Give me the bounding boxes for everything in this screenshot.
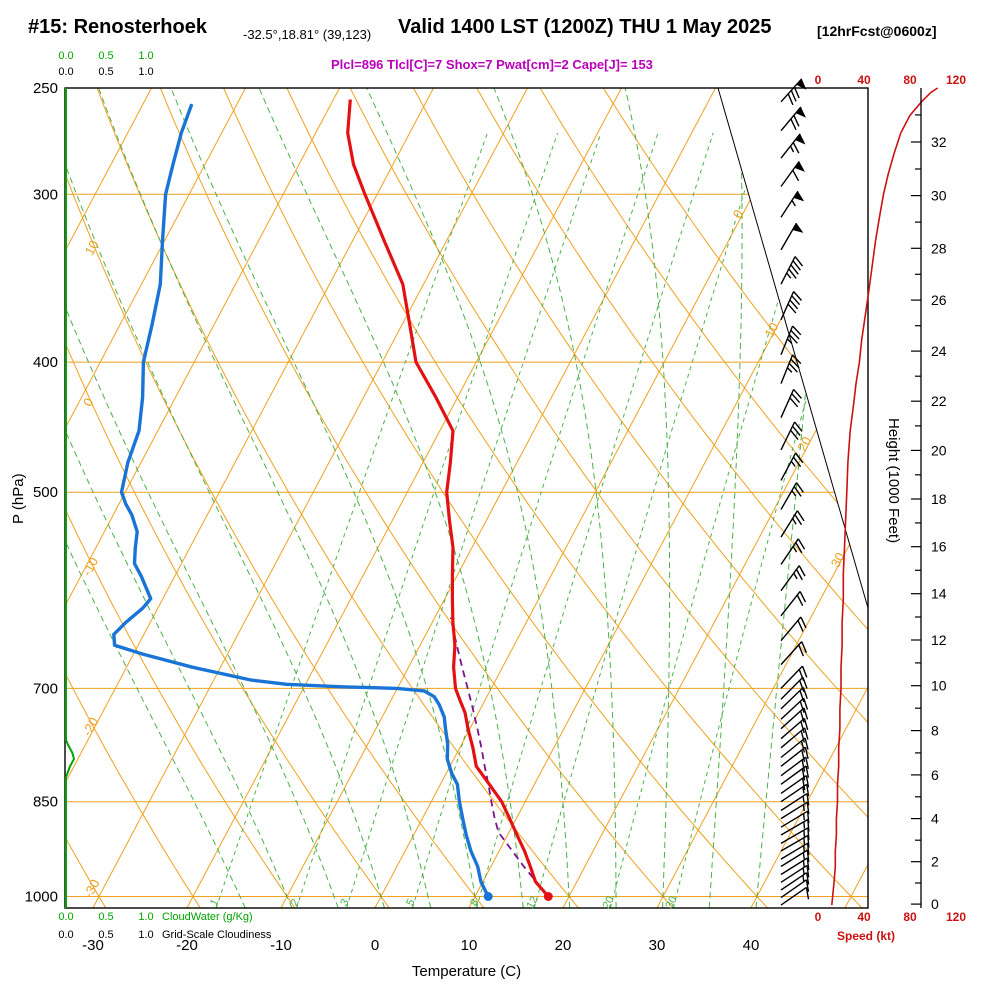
svg-text:22: 22 [931, 393, 947, 409]
svg-text:2: 2 [288, 897, 301, 908]
svg-text:20: 20 [555, 937, 572, 954]
svg-text:120: 120 [946, 73, 966, 87]
cloudiness-scale-top: 0.0 0.5 1.0 [58, 66, 154, 78]
svg-text:0: 0 [80, 395, 97, 408]
svg-text:16: 16 [931, 539, 947, 555]
cloudwater-scale-bottom: 0.0 0.5 1.0 CloudWater (g/Kg) [58, 911, 253, 923]
svg-text:-30: -30 [82, 937, 104, 954]
cloudwater-scale-top: 0.0 0.5 1.0 [58, 50, 154, 62]
svg-text:300: 300 [33, 186, 58, 203]
plot-area [65, 88, 868, 908]
svg-text:400: 400 [33, 354, 58, 371]
svg-text:26: 26 [931, 292, 947, 308]
svg-text:40: 40 [857, 73, 871, 87]
svg-text:8: 8 [468, 897, 481, 908]
svg-text:24: 24 [931, 343, 947, 359]
forecast-lead-info: [12hrFcst@0600z] [817, 23, 937, 39]
svg-text:30: 30 [931, 188, 947, 204]
svg-text:0: 0 [730, 207, 747, 220]
svg-text:14: 14 [931, 586, 947, 602]
svg-text:10: 10 [931, 678, 947, 694]
svg-text:0: 0 [815, 910, 822, 924]
speed-axis-label: Speed (kt) [836, 929, 895, 943]
svg-text:2: 2 [931, 854, 939, 870]
svg-text:30: 30 [663, 894, 679, 910]
temperature-axis-label: Temperature (C) [411, 963, 522, 980]
svg-text:3: 3 [338, 897, 351, 908]
plot-border [64, 87, 869, 909]
svg-text:0: 0 [371, 937, 379, 954]
svg-text:30: 30 [828, 550, 848, 570]
station-coordinates: -32.5°,18.81° (39,123) [243, 27, 372, 42]
svg-text:80: 80 [903, 910, 917, 924]
mixing-ratio-lines [215, 132, 868, 908]
svg-text:30: 30 [649, 937, 666, 954]
surface-temperature-dot [543, 892, 553, 901]
cloudiness-scale-bottom: 0.0 0.5 1.0 Grid-Scale Cloudiness [58, 929, 272, 941]
svg-text:8: 8 [931, 723, 939, 739]
svg-text:250: 250 [33, 80, 58, 97]
svg-text:6: 6 [931, 767, 939, 783]
svg-text:28: 28 [931, 240, 947, 256]
dry-adiabat-lines [65, 88, 868, 908]
valid-time-title: Valid 1400 LST (1200Z) THU 1 May 2025 [398, 16, 772, 38]
isotherm-lines [65, 88, 868, 908]
speed-curve [831, 87, 939, 906]
svg-text:18: 18 [931, 491, 947, 507]
svg-text:40: 40 [857, 910, 871, 924]
parcel-path [449, 617, 549, 898]
cloudwater-curve [65, 88, 76, 908]
stability-indices-line: Plcl=896 Tlcl[C]=7 Shox=7 Pwat[cm]=2 Cap… [331, 57, 653, 72]
pressure-axis-label: P (hPa) [10, 473, 27, 524]
svg-text:0: 0 [931, 896, 939, 912]
svg-text:1: 1 [208, 897, 221, 908]
moist-adiabat-lines [65, 88, 832, 908]
svg-text:0: 0 [815, 73, 822, 87]
plot-corner-diagonal [717, 87, 869, 609]
surface-dewpoint-dot [483, 892, 493, 901]
svg-text:10: 10 [82, 238, 102, 258]
svg-text:32: 32 [931, 134, 947, 150]
svg-text:5: 5 [404, 897, 417, 908]
svg-text:1000: 1000 [25, 889, 58, 906]
isobar-lines [65, 193, 868, 897]
svg-text:700: 700 [33, 680, 58, 697]
svg-text:4: 4 [931, 811, 939, 827]
svg-text:120: 120 [946, 910, 966, 924]
svg-text:20: 20 [600, 894, 616, 910]
svg-text:10: 10 [761, 320, 781, 340]
svg-text:500: 500 [33, 484, 58, 501]
svg-text:20: 20 [794, 434, 814, 454]
svg-text:10: 10 [461, 937, 478, 954]
station-title: #15: Renosterhoek [28, 16, 207, 38]
svg-text:-10: -10 [270, 937, 292, 954]
svg-text:-10: -10 [79, 555, 101, 579]
dewpoint-curve [112, 103, 490, 898]
svg-text:12: 12 [931, 632, 947, 648]
svg-text:20: 20 [931, 442, 947, 458]
height-axis-label: Height (1000 Feet) [885, 418, 902, 544]
svg-text:-20: -20 [176, 937, 198, 954]
svg-text:40: 40 [743, 937, 760, 954]
temperature-curve [346, 99, 550, 898]
wind-barbs [780, 78, 810, 906]
svg-text:12: 12 [524, 894, 540, 910]
svg-text:80: 80 [903, 73, 917, 87]
svg-text:850: 850 [33, 794, 58, 811]
